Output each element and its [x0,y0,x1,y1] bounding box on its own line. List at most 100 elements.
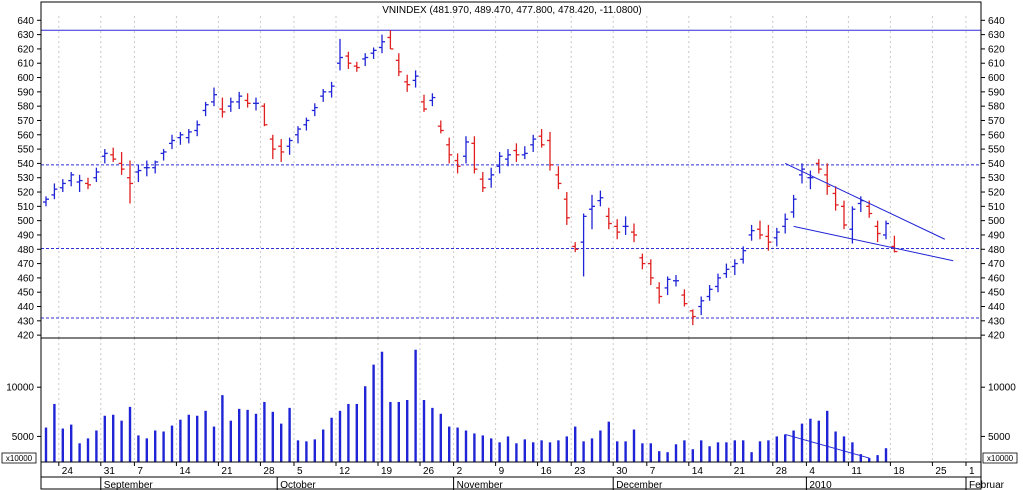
ohlc-bar [824,163,831,195]
ohlc-bar [471,136,478,174]
ohlc-bar [68,171,75,187]
date-day-label: 7 [137,466,143,477]
volume-trendline [785,433,870,459]
ohlc-bar [76,174,83,193]
ohlc-bar [849,206,856,244]
price-tick-label-right: 600 [988,73,1005,84]
ohlc-bar [362,53,369,67]
price-tick-label-right: 420 [988,331,1005,342]
ohlc-bar [353,61,360,72]
ohlc-bar [647,259,654,286]
ohlc-bar [236,91,243,110]
ohlc-bar [437,120,444,134]
date-day-label: 21 [734,466,746,477]
price-tick-label-left: 620 [17,44,34,55]
price-tick-label-right: 530 [988,173,1005,184]
ohlc-bar [622,216,629,235]
ohlc-bar [135,164,142,183]
ohlc-bar [488,167,495,188]
price-tick-label-right: 610 [988,59,1005,70]
price-trendlines [784,162,954,262]
date-month-label: December [616,480,663,490]
ohlc-bar [815,159,822,174]
ohlc-bar [765,224,772,251]
date-day-label: 12 [339,466,351,477]
price-tick-label-right: 450 [988,288,1005,299]
date-day-label: 24 [62,466,74,477]
panel-frames [40,1,982,490]
date-day-label: 18 [893,466,905,477]
price-tick-label-right: 440 [988,302,1005,313]
ohlc-bar [177,131,184,145]
ohlc-bar [614,219,621,240]
ohlc-bar [673,275,679,287]
ohlc-bar [143,160,150,177]
volume-axis-left: 5000 10000 x10000 x10000 [1,383,1018,464]
price-tick-label-right: 430 [988,316,1005,327]
ohlc-bar [160,149,167,161]
ohlc-bar [580,213,587,277]
price-tick-label-right: 470 [988,259,1005,270]
volume-unit-box [1,452,37,464]
ohlc-bar [572,242,579,253]
price-tick-label-left: 580 [17,102,34,113]
date-month-label: 2010 [809,480,832,490]
ohlc-bar [110,147,117,162]
ohlc-bar [883,220,889,240]
price-tick-label-left: 640 [17,16,34,27]
date-day-label: 21 [221,466,233,477]
price-tick-label-left: 460 [17,273,34,284]
price-axis-left: 420 430 440 450 460 470 480 490 500 510 520 530 540 5… [17,16,41,342]
ohlc-bar [202,101,209,117]
price-tick-label-left: 610 [17,59,34,70]
ohlc-bar [227,97,234,112]
ohlc-bar [723,263,730,278]
ohlc-bar [656,282,663,304]
ohlc-bar [412,70,419,88]
ohlc-bar [370,47,377,59]
ohlc-bar [715,273,721,293]
date-day-label: 23 [574,466,586,477]
ohlc-bar [59,179,66,193]
ohlc-bar [547,131,553,171]
date-axis: 24 31 7 14 21 28 5 12 19 26 2 9 16 23 30 7 14 21 28 4 11 18 25… [41,462,1005,490]
ohlc-bar [194,120,201,137]
ohlc-bar [328,81,335,98]
ohlc-bar [605,207,612,230]
price-trendline [784,162,946,240]
volume-tick-label-left: 5000 [12,432,35,443]
ohlc-bar [689,309,696,326]
ohlc-bar [244,93,251,108]
ohlc-bar [211,87,217,107]
ohlc-bar [169,134,175,150]
price-tick-label-right: 540 [988,159,1005,170]
price-tick-label-left: 540 [17,159,34,170]
price-tick-label-right: 580 [988,102,1005,113]
price-tick-label-right: 560 [988,130,1005,141]
price-tick-label-left: 500 [17,216,34,227]
ohlc-bar [286,137,293,155]
date-day-label: 26 [423,466,435,477]
ohlc-bar [152,160,159,174]
ohlc-bar [85,177,91,190]
ohlc-bar [589,194,595,230]
volume-tick-label-right: 5000 [988,432,1011,443]
ohlc-bar [706,285,713,301]
ohlc-bar [757,220,763,240]
price-tick-label-left: 510 [17,202,34,213]
price-tick-label-left: 440 [17,302,34,313]
date-month-label: Februar [969,480,1005,490]
date-day-label: 28 [263,466,275,477]
date-day-label: 19 [381,466,393,477]
ohlc-bar [782,213,789,234]
price-tick-label-right: 640 [988,16,1005,27]
volume-unit-text: x10000 [6,454,33,463]
ohlc-bar [51,183,58,200]
volume-grid [58,338,967,462]
ohlc-bar [555,166,562,190]
ohlc-bar [118,151,125,175]
price-tick-label-right: 520 [988,188,1005,199]
volume-unit-label-right: x10000 [982,452,1018,464]
ohlc-bar [479,171,486,193]
date-month-label: October [280,480,316,490]
